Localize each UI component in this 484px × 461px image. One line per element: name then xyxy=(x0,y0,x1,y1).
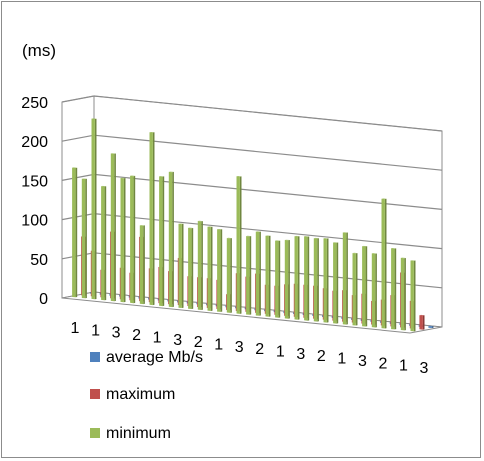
bar-1-36 xyxy=(428,325,434,328)
bar-3-17 xyxy=(226,237,232,313)
bar-3-24 xyxy=(294,235,300,320)
bars xyxy=(72,118,434,332)
y-tick-label: 250 xyxy=(21,95,48,112)
x-tick-label: 3 xyxy=(358,353,367,370)
y-tick-label: 150 xyxy=(21,173,48,190)
bar-3-30 xyxy=(352,252,358,326)
bar-3-12 xyxy=(178,223,184,308)
bar-3-16 xyxy=(217,229,223,312)
bar-3-18 xyxy=(236,176,242,314)
bar-2-36 xyxy=(419,314,425,330)
y-tick-label: 100 xyxy=(21,213,48,230)
bar-3-31 xyxy=(362,245,368,327)
gridline xyxy=(61,95,443,132)
legend-label: average Mb/s xyxy=(106,349,203,366)
x-tick-label: 1 xyxy=(214,336,223,353)
legend-item: maximum xyxy=(90,386,175,403)
bar-3-34 xyxy=(391,248,397,330)
legend-swatch xyxy=(90,428,100,438)
legend-swatch xyxy=(90,352,100,362)
bar-3-25 xyxy=(304,236,310,321)
bar-3-20 xyxy=(255,231,261,316)
bar-3-22 xyxy=(275,240,281,318)
bar-3-4 xyxy=(101,185,107,301)
legend-label: maximum xyxy=(106,386,175,403)
bar-3-21 xyxy=(265,235,271,317)
x-tick-label: 3 xyxy=(420,360,429,377)
y-tick-label: 50 xyxy=(30,252,48,269)
bar-3-3 xyxy=(91,118,97,300)
bar-3-35 xyxy=(400,257,406,331)
side-wall xyxy=(61,95,95,299)
bar-3-11 xyxy=(168,171,174,308)
bar-3-15 xyxy=(207,226,213,311)
bar-3-2 xyxy=(81,178,87,299)
bar-3-1 xyxy=(72,167,78,298)
bar-3-23 xyxy=(284,239,290,319)
bar-3-26 xyxy=(313,237,319,322)
bar-3-13 xyxy=(188,227,194,309)
x-tick-label: 1 xyxy=(153,329,162,346)
x-tick-label: 1 xyxy=(399,358,408,375)
bar-3-10 xyxy=(159,176,165,307)
bar-3-6 xyxy=(120,177,126,303)
x-tick-label: 1 xyxy=(337,351,346,368)
x-tick-label: 2 xyxy=(194,334,203,351)
legend-swatch xyxy=(90,389,100,399)
x-tick-label: 2 xyxy=(132,327,141,344)
x-tick-label: 2 xyxy=(378,355,387,372)
bar-3-7 xyxy=(130,175,136,304)
x-tick-label: 3 xyxy=(112,325,121,342)
x-tick-label: 1 xyxy=(276,344,285,361)
bar-3-36 xyxy=(410,260,416,332)
bar-3-32 xyxy=(371,253,377,328)
bar-3-14 xyxy=(197,220,203,310)
x-tick-label: 3 xyxy=(235,339,244,356)
x-tick-label: 2 xyxy=(255,341,264,358)
legend-item: average Mb/s xyxy=(90,349,203,366)
x-tick-label: 3 xyxy=(296,346,305,363)
bar-3-28 xyxy=(333,242,339,324)
bar-3-27 xyxy=(323,238,329,323)
bar-3-9 xyxy=(149,132,155,306)
x-tick-label: 3 xyxy=(173,332,182,349)
legend-label: minimum xyxy=(106,425,171,442)
y-tick-labels: 250 200 150 100 50 0 xyxy=(21,95,48,308)
x-tick-label: 1 xyxy=(71,320,80,337)
y-tick-label: 0 xyxy=(39,291,48,308)
bar-3-33 xyxy=(381,198,387,329)
y-axis-label: (ms) xyxy=(22,41,56,60)
y-tick-label: 200 xyxy=(21,134,48,151)
legend-item: minimum xyxy=(90,425,171,442)
bar-3-8 xyxy=(139,225,145,305)
bar-3-29 xyxy=(342,232,348,325)
legend: average Mb/s maximum minimum xyxy=(90,349,203,442)
bar-3-19 xyxy=(246,235,252,315)
x-tick-label: 2 xyxy=(317,348,326,365)
x-tick-label: 1 xyxy=(91,322,100,339)
bar-3-5 xyxy=(110,153,116,302)
